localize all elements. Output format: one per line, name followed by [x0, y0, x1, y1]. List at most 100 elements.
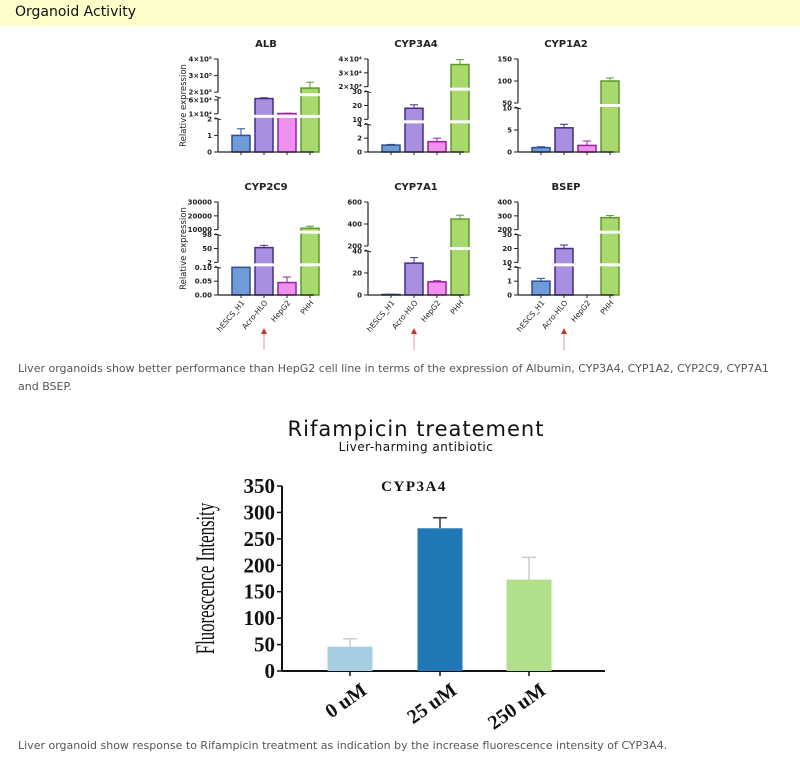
chart-title: ALB — [255, 39, 277, 50]
bar-PHH — [450, 218, 470, 296]
y-tick-label: 0.10 — [195, 264, 212, 272]
y-tick-label: 250 — [244, 527, 276, 551]
caption-expression: Liver organoids show better performance … — [18, 362, 769, 393]
y-tick-label: 2 — [207, 259, 212, 267]
y-tick-label: 50 — [502, 100, 512, 108]
x-tick-label: 0 uM — [321, 679, 371, 723]
bar-Acro-HLO — [554, 127, 574, 153]
y-tick-label: 400 — [497, 199, 512, 207]
bar-hESCS_H1 — [531, 146, 551, 153]
bar-Acro-HLO — [254, 246, 274, 296]
bar-hESCS_H1 — [531, 280, 551, 296]
chart-title: BSEP — [552, 182, 581, 193]
y-tick-label: 2 — [357, 135, 362, 143]
y-tick-label: 3×10⁴ — [338, 69, 362, 77]
axis-break — [376, 247, 472, 250]
y-tick-label: 200 — [347, 243, 362, 251]
y-tick-label: 10 — [352, 116, 362, 124]
break-mark — [514, 265, 522, 269]
bar-HepG2 — [277, 112, 297, 153]
bar-HepG2 — [577, 144, 597, 153]
break-mark — [514, 106, 522, 110]
chart-title: CYP1A2 — [544, 39, 588, 50]
y-axis-label: Relative expression — [179, 207, 189, 290]
y-tick-label: 200 — [497, 226, 512, 234]
y-tick-label: 0 — [507, 149, 512, 157]
bar-hESCS_H1 — [231, 266, 251, 296]
y-axis-label: Relative expression — [179, 64, 189, 147]
break-mark — [364, 249, 372, 253]
axis-break — [226, 230, 322, 234]
bar-HepG2 — [427, 140, 447, 153]
gene-expression-charts: ALB0121×10⁴6×10⁴2×10⁵3×10⁵4×10⁵Relative … — [179, 39, 622, 350]
bar-PHH — [450, 63, 470, 153]
y-tick-label: 20 — [352, 102, 362, 110]
y-tick-label: 150 — [244, 580, 276, 604]
bar-Acro-HLO — [554, 247, 574, 296]
x-tick-label: hESCS_H1 — [515, 298, 547, 333]
y-tick-label: 2 — [507, 264, 512, 272]
y-tick-label: 30 — [352, 88, 362, 96]
y-tick-label: 4 — [357, 121, 362, 129]
y-tick-label: 0 — [507, 292, 512, 300]
bar-hESCS_H1 — [381, 144, 401, 153]
y-tick-label: 2×10⁴ — [338, 83, 362, 91]
y-tick-label: 20 — [502, 245, 512, 253]
y-tick-label: 0 — [265, 659, 276, 683]
y-tick-label: 2×10⁵ — [188, 89, 212, 97]
y-tick-label: 40 — [352, 248, 362, 256]
y-tick-label: 1×10⁴ — [188, 110, 212, 118]
axis-break — [226, 263, 322, 267]
axis-break — [226, 93, 322, 97]
x-tick-label: 250 uM — [484, 679, 550, 734]
y-tick-label: 98 — [202, 231, 212, 239]
y-tick-label: 300 — [497, 212, 512, 220]
bar-Acro-HLO — [404, 262, 424, 296]
axis-break — [526, 230, 622, 234]
bar-hESCS_H1 — [231, 134, 251, 153]
axis-break — [226, 114, 322, 118]
y-tick-label: 50 — [202, 245, 212, 253]
chart-header: Rifampicin treatement — [288, 417, 545, 441]
section-title: Organoid Activity — [15, 4, 137, 20]
y-tick-label: 50 — [254, 633, 275, 657]
y-tick-label: 10000 — [188, 226, 212, 234]
y-tick-label: 5 — [507, 127, 512, 135]
chart-subheader: Liver-harming antibiotic — [339, 440, 494, 454]
bar-25-uM — [417, 528, 463, 671]
x-tick-label: hESCS_H1 — [215, 298, 247, 333]
break-mark — [364, 122, 372, 126]
y-tick-label: 20 — [352, 270, 362, 278]
x-tick-label: 25 uM — [403, 679, 461, 729]
x-tick-label: hESCS_H1 — [365, 298, 397, 333]
axis-break — [376, 120, 472, 124]
bar-PHH — [300, 87, 320, 153]
chart-title: CYP2C9 — [244, 182, 287, 193]
red-arrow-icon — [261, 328, 267, 334]
axis-break — [526, 104, 622, 107]
break-mark — [214, 117, 222, 121]
bar-PHH — [600, 80, 620, 153]
y-tick-label: 20000 — [188, 212, 212, 220]
section-header: Organoid Activity — [0, 0, 800, 26]
chart-title: CYP3A4 — [394, 39, 438, 50]
y-tick-label: 30000 — [188, 199, 212, 207]
break-mark — [214, 233, 222, 237]
axis-break — [376, 87, 472, 91]
y-tick-label: 4×10⁵ — [188, 56, 212, 64]
bar-PHH — [600, 216, 620, 296]
x-tick-label: HepG2 — [269, 298, 292, 324]
chart-title: CYP3A4 — [381, 479, 447, 495]
gene-charts-group: ALB0121×10⁴6×10⁴2×10⁵3×10⁵4×10⁵Relative … — [179, 39, 622, 350]
y-tick-label: 10 — [502, 105, 512, 113]
break-mark — [214, 95, 222, 99]
x-tick-label: PHH — [598, 299, 615, 317]
caption-rifampicin: Liver organoid show response to Rifampic… — [18, 739, 668, 752]
y-tick-label: 6×10⁴ — [188, 96, 212, 104]
